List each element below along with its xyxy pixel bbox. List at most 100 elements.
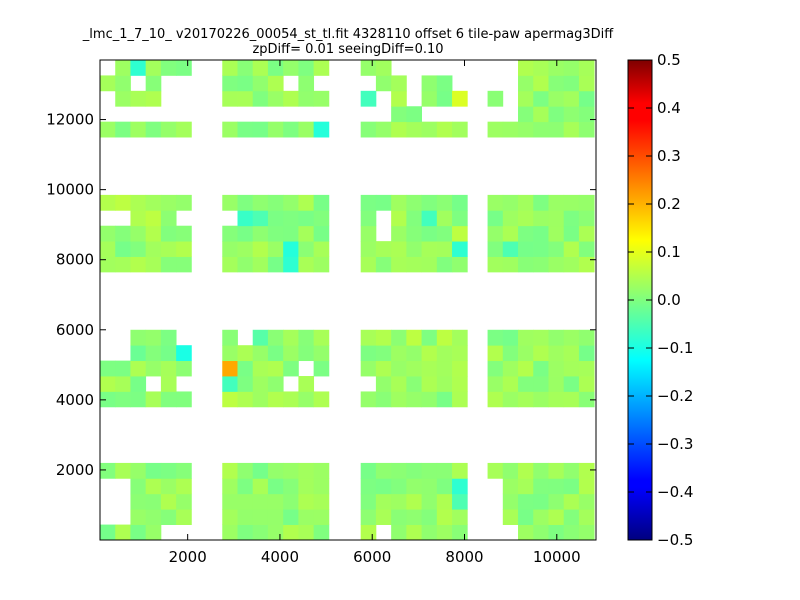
heatmap-cell xyxy=(145,391,162,408)
heatmap-cell xyxy=(487,225,504,242)
heatmap-cell xyxy=(548,509,565,525)
heatmap-cell xyxy=(375,376,392,392)
heatmap-cell xyxy=(578,210,595,227)
heatmap-cell xyxy=(533,75,549,92)
heatmap-cell xyxy=(406,194,422,211)
heatmap-cell xyxy=(313,241,330,257)
heatmap-cell xyxy=(100,391,116,408)
heatmap-cell xyxy=(548,241,565,257)
heatmap-cell xyxy=(145,90,162,107)
heatmap-cell xyxy=(252,225,269,242)
heatmap-cell xyxy=(267,256,284,273)
heatmap-cell xyxy=(100,75,116,92)
heatmap-cell xyxy=(578,60,595,76)
heatmap-cell xyxy=(452,241,468,257)
heatmap-cell xyxy=(130,121,147,138)
y-tick-label: 4000 xyxy=(56,391,94,409)
heatmap-cell xyxy=(436,256,453,273)
heatmap-cell xyxy=(237,345,254,362)
heatmap-cell xyxy=(391,493,407,510)
heatmap-cell xyxy=(237,478,254,495)
heatmap-cell xyxy=(283,509,299,525)
colorbar: 0.5 0.4 0.3 0.2 0.1 0.0 −0.1 −0.2 −0.3 −0.4 −0.5 xyxy=(627,51,693,549)
heatmap-cell xyxy=(298,60,315,76)
heatmap-cell xyxy=(421,478,438,495)
heatmap-cell xyxy=(563,90,580,107)
heatmap-cell xyxy=(487,210,504,227)
heatmap-cell xyxy=(452,462,468,479)
heatmap-cell xyxy=(313,360,330,377)
heatmap-cell xyxy=(391,345,407,362)
heatmap-cell xyxy=(563,345,580,362)
heatmap-cell xyxy=(452,376,468,392)
heatmap-cell xyxy=(502,360,519,377)
heatmap-cell xyxy=(360,524,377,541)
heatmap-cell xyxy=(518,75,534,92)
heatmap-cell xyxy=(375,121,392,138)
heatmap-cell xyxy=(375,60,392,76)
heatmap-cell xyxy=(436,391,453,408)
heatmap-cell xyxy=(237,360,254,377)
heatmap-cell xyxy=(421,241,438,257)
heatmap-cell xyxy=(283,60,299,76)
heatmap-cell xyxy=(563,360,580,377)
heatmap-cell xyxy=(222,241,238,257)
heatmap-cell xyxy=(360,478,377,495)
heatmap-cell xyxy=(252,75,269,92)
heatmap-cell xyxy=(563,376,580,392)
heatmap-cell xyxy=(436,462,453,479)
heatmap-cell xyxy=(160,509,177,525)
heatmap-cell xyxy=(160,478,177,495)
heatmap-cell xyxy=(237,493,254,510)
heatmap-cell xyxy=(452,329,468,346)
heatmap-cell xyxy=(436,329,453,346)
heatmap-cell xyxy=(421,121,438,138)
heatmap-cell xyxy=(375,329,392,346)
heatmap-cell xyxy=(252,329,269,346)
plot-frame xyxy=(99,59,597,541)
heatmap-cell xyxy=(145,121,162,138)
heatmap-cell xyxy=(391,90,407,107)
heatmap-cell xyxy=(518,225,534,242)
heatmap-cell xyxy=(391,256,407,273)
heatmap-cell xyxy=(375,256,392,273)
heatmap-cell xyxy=(548,360,565,377)
heatmap-cell xyxy=(452,478,468,495)
heatmap-cell xyxy=(421,329,438,346)
heatmap-cell xyxy=(578,256,595,273)
heatmap-cell xyxy=(375,509,392,525)
heatmap-cell xyxy=(548,225,565,242)
heatmap-cell xyxy=(360,225,377,242)
heatmap-cell xyxy=(563,241,580,257)
x-tick-label: 10000 xyxy=(533,548,581,566)
heatmap-cell xyxy=(252,121,269,138)
heatmap-cell xyxy=(313,345,330,362)
heatmap-cell xyxy=(145,462,162,479)
heatmap-cell xyxy=(298,376,315,392)
heatmap-cell xyxy=(283,90,299,107)
heatmap-cell xyxy=(252,345,269,362)
y-tick-label: 8000 xyxy=(56,251,94,269)
heatmap-cell xyxy=(502,391,519,408)
heatmap-cell xyxy=(298,256,315,273)
heatmap-cell xyxy=(237,225,254,242)
heatmap-cell xyxy=(563,210,580,227)
heatmap-cell xyxy=(313,478,330,495)
heatmap-cell xyxy=(487,90,504,107)
x-tick-label: 2000 xyxy=(169,548,207,566)
heatmap-cell xyxy=(406,462,422,479)
heatmap-cell xyxy=(518,121,534,138)
heatmap-cell xyxy=(421,210,438,227)
heatmap-cell xyxy=(436,75,453,92)
heatmap-cell xyxy=(252,360,269,377)
heatmap-cell xyxy=(313,509,330,525)
heatmap-cell xyxy=(115,121,131,138)
y-tick-label: 12000 xyxy=(46,111,94,129)
heatmap-cell xyxy=(487,462,504,479)
heatmap-cell xyxy=(502,376,519,392)
heatmap-cell xyxy=(160,462,177,479)
heatmap-cell xyxy=(375,345,392,362)
heatmap-cell xyxy=(533,524,549,541)
heatmap-cell xyxy=(298,210,315,227)
